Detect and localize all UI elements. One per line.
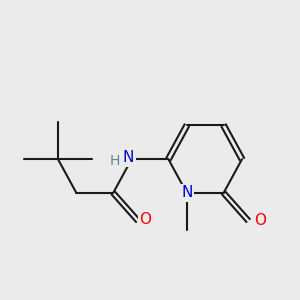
Text: N: N: [181, 185, 193, 200]
Text: O: O: [140, 212, 152, 226]
Text: N: N: [123, 150, 134, 165]
Text: H: H: [110, 154, 120, 168]
Text: O: O: [254, 213, 266, 228]
